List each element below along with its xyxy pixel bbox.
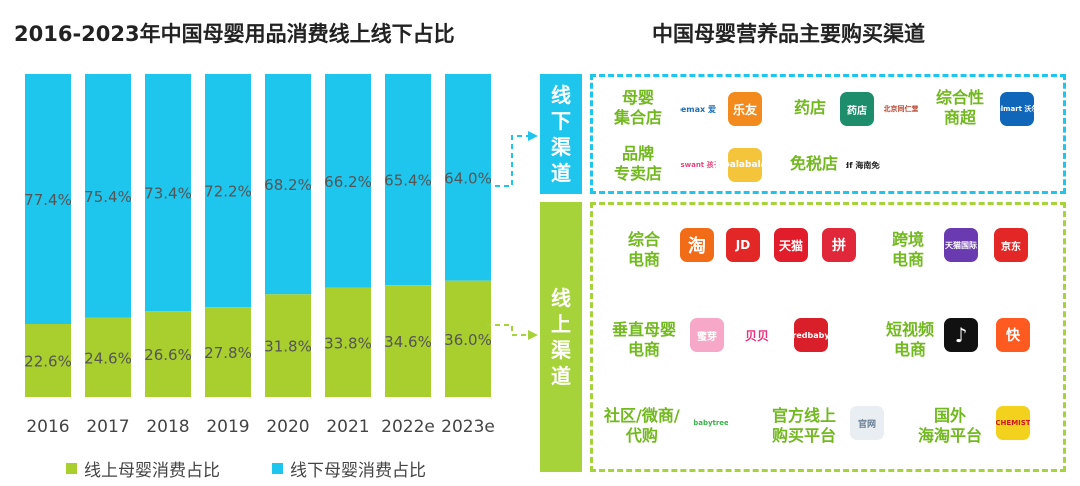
stacked-bar-chart: 77.4% 22.6% 2016 75.4% 24.6% 2017 73.4% 26.6% 20… — [24, 74, 495, 437]
chart-title: 2016-2023年中国母婴用品消费线上线下占比 — [14, 22, 455, 46]
official-site-logo: 官网 — [850, 406, 884, 440]
chemist-logo: CHEMIST — [996, 406, 1030, 440]
label-online-2022e: 34.6% — [384, 333, 432, 351]
label-online-2019: 27.8% — [204, 344, 252, 362]
tongrentang-logo: 北京同仁堂 — [884, 92, 918, 126]
walmart-logo: Walmart 沃尔玛 — [1000, 92, 1034, 126]
bar-offline-2021 — [325, 74, 371, 288]
cdf-logo: cdf 海南免税 — [846, 148, 880, 182]
offline-channel-label: 线下渠道 — [540, 74, 582, 194]
kuaishou-logo: 快 — [996, 318, 1030, 352]
cat-maternal-store: 母婴 集合店 — [614, 88, 663, 127]
label-offline-2017: 75.4% — [84, 188, 132, 206]
x-tick-2017: 2017 — [86, 417, 129, 437]
beibei-logo: 贝贝 — [740, 318, 774, 352]
bar-offline-2023e — [445, 74, 491, 281]
cat-hypermarket: 综合性 商超 — [936, 88, 985, 127]
bar-online-2021 — [325, 287, 371, 397]
bar-offline-2018 — [145, 74, 191, 312]
bar-online-2017 — [85, 317, 131, 397]
bar-offline-2019 — [205, 74, 251, 308]
label-online-2021: 33.8% — [324, 334, 372, 352]
label-online-2016: 22.6% — [24, 353, 72, 371]
cat-overseas: 国外 海淘平台 — [918, 406, 983, 445]
cat-general-ecommerce: 综合 电商 — [628, 230, 661, 269]
bar-online-2019 — [205, 307, 251, 397]
cat-pharmacy: 药店 — [794, 98, 827, 117]
label-offline-2020: 68.2% — [264, 176, 312, 194]
babytree-logo: babytree — [694, 406, 728, 440]
bar-offline-2016 — [25, 74, 71, 325]
label-offline-2019: 72.2% — [204, 183, 252, 201]
bar-online-2020 — [265, 294, 311, 397]
bar-online-2023e — [445, 280, 491, 397]
label-offline-2022e: 65.4% — [384, 172, 432, 190]
legend-offline-swatch — [272, 463, 283, 474]
legend-offline: 线下母婴消费占比 — [272, 456, 426, 481]
bar-online-2022e — [385, 285, 431, 397]
pharmacy-logo-1: 药店 — [840, 92, 874, 126]
label-online-2023e: 36.0% — [444, 331, 492, 349]
label-online-2020: 31.8% — [264, 338, 312, 356]
legend-offline-label: 线下母婴消费占比 — [290, 461, 426, 481]
bar-offline-2022e — [385, 74, 431, 286]
label-online-2018: 26.6% — [144, 346, 192, 364]
label-offline-2021: 66.2% — [324, 173, 372, 191]
pinduoduo-logo: 拼 — [822, 228, 856, 262]
tmall-global-logo: 天猫国际 — [944, 228, 978, 262]
taobao-logo: 淘 — [680, 228, 714, 262]
cat-brand-store: 品牌 专卖店 — [614, 144, 663, 183]
bar-offline-2017 — [85, 74, 131, 318]
online-channel-label: 线上渠道 — [540, 202, 582, 472]
x-tick-2022e: 2022e — [381, 417, 435, 437]
legend-online-label: 线上母婴消费占比 — [84, 461, 220, 481]
x-tick-2020: 2020 — [266, 417, 309, 437]
cat-official: 官方线上 购买平台 — [772, 406, 837, 445]
jd-logo: JD — [726, 228, 760, 262]
leyou-logo: 乐友 — [728, 92, 762, 126]
cat-vertical: 垂直母婴 电商 — [612, 320, 677, 359]
x-tick-2021: 2021 — [326, 417, 369, 437]
miya-logo: 蜜芽 — [690, 318, 724, 352]
cat-crossborder: 跨境 电商 — [892, 230, 925, 269]
balabala-logo: balabala — [728, 148, 762, 182]
label-online-2017: 24.6% — [84, 349, 132, 367]
x-tick-2016: 2016 — [26, 417, 69, 437]
bar-offline-2020 — [265, 74, 311, 295]
channels-title: 中国母婴营养品主要购买渠道 — [652, 22, 925, 46]
label-offline-2018: 73.4% — [144, 185, 192, 203]
bar-online-2018 — [145, 311, 191, 397]
label-offline-2016: 77.4% — [24, 191, 72, 209]
babemax-logo: babemax 爱婴室 — [680, 92, 716, 126]
legend-online-swatch — [66, 463, 77, 474]
bar-online-2016 — [25, 324, 71, 397]
offline-channel-box — [590, 74, 1066, 194]
legend-online: 线上母婴消费占比 — [66, 456, 220, 481]
x-tick-2019: 2019 — [206, 417, 249, 437]
x-tick-2023e: 2023e — [441, 417, 495, 437]
redbaby-logo: redbaby — [794, 318, 828, 352]
kidswant-logo: kidswant 孩子王 — [680, 148, 716, 182]
cat-dutyfree: 免税店 — [790, 154, 839, 173]
online-channel-box — [590, 202, 1066, 472]
cat-short-video: 短视频 电商 — [886, 320, 935, 359]
douyin-logo: ♪ — [944, 318, 978, 352]
cat-community: 社区/微商/代购 — [604, 406, 680, 445]
x-tick-2018: 2018 — [146, 417, 189, 437]
label-offline-2023e: 64.0% — [444, 169, 492, 187]
jd-global-logo: 京东 — [994, 228, 1028, 262]
tmall-logo: 天猫 — [774, 228, 808, 262]
